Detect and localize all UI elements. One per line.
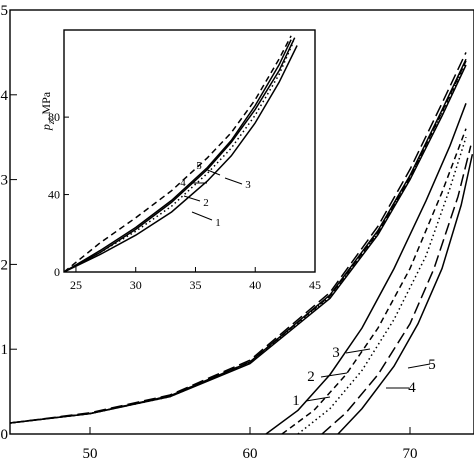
inset-axes-frame <box>63 29 316 273</box>
main-x-tick-label: 60 <box>243 446 258 462</box>
main-series-label-1: 1 <box>292 393 300 409</box>
inset-y-tick-label: 0 <box>54 265 60 279</box>
inset-series-label-2: 2 <box>203 197 209 209</box>
inset-x-tick-label: 30 <box>130 278 142 292</box>
inset-series-1 <box>64 45 298 272</box>
inset-series-label-3: 3 <box>245 179 251 191</box>
inset-x-tick-label: 45 <box>309 278 321 292</box>
main-y-tick-label: 0 <box>1 427 9 443</box>
main-series-5-lower <box>337 154 474 434</box>
inset-y-axis-label: pz, MPa <box>39 91 56 131</box>
main-leader-3 <box>345 348 371 354</box>
main-y-tick-label: 2 <box>1 257 9 273</box>
main-leader-5 <box>407 363 431 369</box>
main-series-2-lower <box>281 128 467 434</box>
inset-x-tick-label: 25 <box>70 278 82 292</box>
inset-y-tick-label: 40 <box>48 188 60 202</box>
main-series-4-upper <box>10 52 467 424</box>
inset-background <box>22 20 322 296</box>
inset-x-tick-label: 40 <box>249 278 261 292</box>
inset-leader-5 <box>204 168 221 176</box>
inset-leader-3 <box>224 177 243 185</box>
inset-curves <box>64 35 298 272</box>
inset-series-5 <box>64 37 296 272</box>
main-series-5-upper <box>10 58 467 424</box>
main-axes-frame <box>9 9 474 435</box>
inset-leader-1 <box>191 211 213 221</box>
main-y-tick-label: 3 <box>1 173 9 189</box>
main-y-tick-label: 4 <box>1 88 9 104</box>
inset-series-label-1: 1 <box>215 217 221 229</box>
main-leader-2 <box>320 372 348 378</box>
main-curves <box>10 52 474 434</box>
main-x-tick-label: 50 <box>83 446 98 462</box>
inset-series-label-5: 5 <box>196 160 202 172</box>
inset-y-axis-label-unit: , MPa <box>39 91 53 120</box>
main-leader-1 <box>305 396 331 402</box>
main-series-label-5: 5 <box>428 357 436 373</box>
inset-y-axis-label-sub: z <box>46 120 56 125</box>
main-series-label-2: 2 <box>307 369 315 385</box>
main-x-tick-label: 70 <box>403 446 418 462</box>
inset-series-3 <box>64 39 292 272</box>
main-y-tick-label: 5 <box>1 3 9 19</box>
inset-series-label-4: 4 <box>180 177 186 189</box>
inset-leader-2 <box>183 195 201 202</box>
main-series-1-lower <box>265 103 467 434</box>
main-series-4-lower <box>321 145 472 434</box>
main-series-label-3: 3 <box>332 345 340 361</box>
main-y-tick-label: 1 <box>1 342 9 358</box>
inset-x-tick-label: 35 <box>189 278 201 292</box>
main-series-label-4: 4 <box>408 380 416 396</box>
inset-y-axis-label-main: p <box>39 124 53 131</box>
inset-series-4 <box>64 35 292 272</box>
inset-y-tick-label: 80 <box>48 110 60 124</box>
main-series-3-lower <box>297 136 467 434</box>
